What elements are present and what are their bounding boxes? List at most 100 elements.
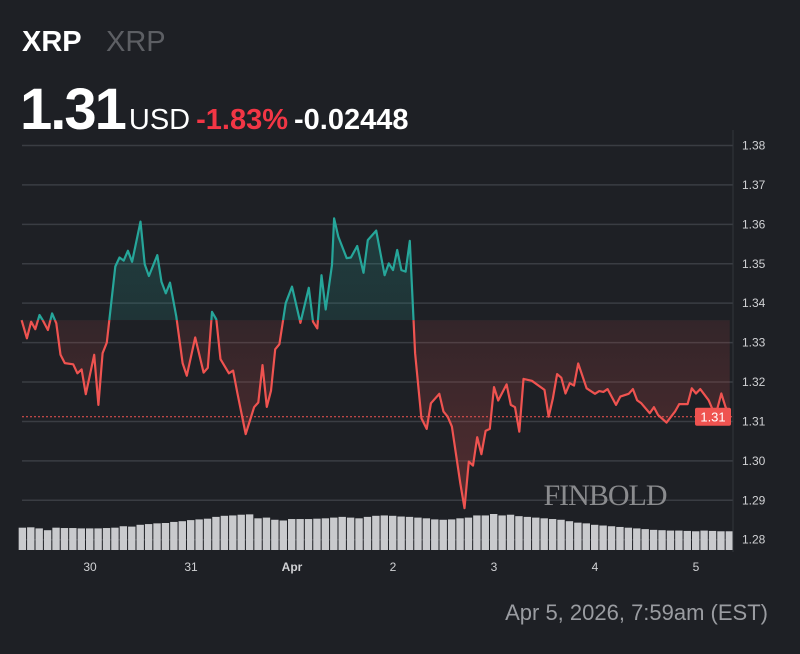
volume-bar [330,517,338,550]
y-tick-label: 1.38 [742,139,766,153]
timestamp: Apr 5, 2026, 7:59am (EST) [505,600,768,625]
currency-label: USD [128,104,191,136]
current-price-marker: 1.31 [22,407,733,426]
volume-bar [288,519,296,550]
volume-bar [153,523,161,550]
volume-bar [431,519,439,550]
volume-bar [405,516,414,550]
change-value: -0.02448 [294,104,409,136]
symbol-ticker: XRP [22,26,82,58]
volume-bar [69,528,77,550]
volume-bar [414,517,422,550]
volume-bar [473,515,481,550]
asset-name: XRP [106,26,166,58]
volume-bar [170,521,178,550]
x-tick-label: Apr [282,560,303,574]
volume-bar [279,520,287,550]
volume-bar [321,518,330,550]
current-price: 1.31 [20,77,127,142]
volume-bar [422,518,431,550]
volume-bar [675,530,683,550]
volume-bar [506,514,515,550]
y-tick-label: 1.32 [742,375,766,389]
volume-bar [35,528,43,550]
price-row: 1.31 USD -1.83% -0.02448 [20,76,409,143]
volume-bar [296,519,304,550]
volume-bar [439,519,447,550]
volume-bar [692,531,700,550]
volume-bar [624,527,633,550]
volume-bar [700,530,708,550]
y-tick-label: 1.37 [742,178,766,192]
volume-bar [557,519,565,550]
y-tick-label: 1.28 [742,533,766,547]
volume-bar [77,528,85,550]
volume-bar [616,526,624,550]
volume-bar [203,518,212,550]
volume-bar [717,531,725,550]
y-tick-label: 1.34 [742,296,766,310]
volume-bar [111,527,119,550]
volume-bar [683,530,691,550]
price-line-up [21,217,415,321]
volume-bar [27,527,35,550]
volume-bar [540,518,548,550]
volume-bar [271,519,279,550]
volume-bar [380,515,388,550]
volume-bar [136,524,144,550]
volume-bar [262,517,271,550]
volume-bar [338,516,346,550]
volume-bar [119,526,128,550]
volume-bar [220,515,229,550]
area-above-baseline [21,218,414,321]
change-percent: -1.83% [196,104,289,136]
y-tick-label: 1.35 [742,257,766,271]
volume-bar [237,514,245,550]
volume-bar [187,520,195,550]
volume-bar [86,528,94,550]
volume-bar [313,518,321,550]
volume-bar [60,528,69,550]
volume-bar [161,523,170,550]
volume-bar [532,517,540,550]
volume-bar [515,516,523,550]
volume-bar [490,514,498,550]
volume-bar [607,526,616,550]
price-line-down [20,320,731,510]
volume-bar [178,521,186,550]
volume-bar [102,528,111,550]
volume-bar [725,531,734,550]
volume-bar [229,515,237,550]
y-tick-label: 1.31 [742,414,766,428]
volume-bar [498,515,506,550]
y-axis: 1.28 1.29 1.30 1.31 1.32 1.33 1.34 1.35 1.36 1.37… [742,139,766,547]
volume-bar [43,530,52,550]
volume-bar [128,526,136,550]
y-tick-label: 1.36 [742,217,766,231]
volume-bar [633,528,641,550]
volume-bar [144,524,153,550]
current-price-label: 1.31 [700,410,725,425]
x-axis: 30 31 Apr 2 3 4 5 [83,560,699,574]
current-price-badge [695,407,731,426]
volume-bars [18,514,734,550]
volume-bar [574,522,582,550]
y-tick-label: 1.29 [742,493,766,507]
volume-bar [212,516,220,550]
volume-bar [649,529,658,550]
volume-bar [658,530,666,550]
volume-bar [666,530,675,550]
volume-bar [52,527,60,550]
volume-bar [304,519,313,550]
volume-bar [456,518,464,550]
volume-bar [582,523,590,550]
volume-bar [372,515,380,550]
y-tick-label: 1.33 [742,336,766,350]
volume-bar [548,519,557,550]
volume-bar [389,515,397,550]
volume-bar [397,516,405,550]
volume-bar [708,530,717,550]
volume-bar [641,529,649,550]
volume-bar [18,527,27,550]
